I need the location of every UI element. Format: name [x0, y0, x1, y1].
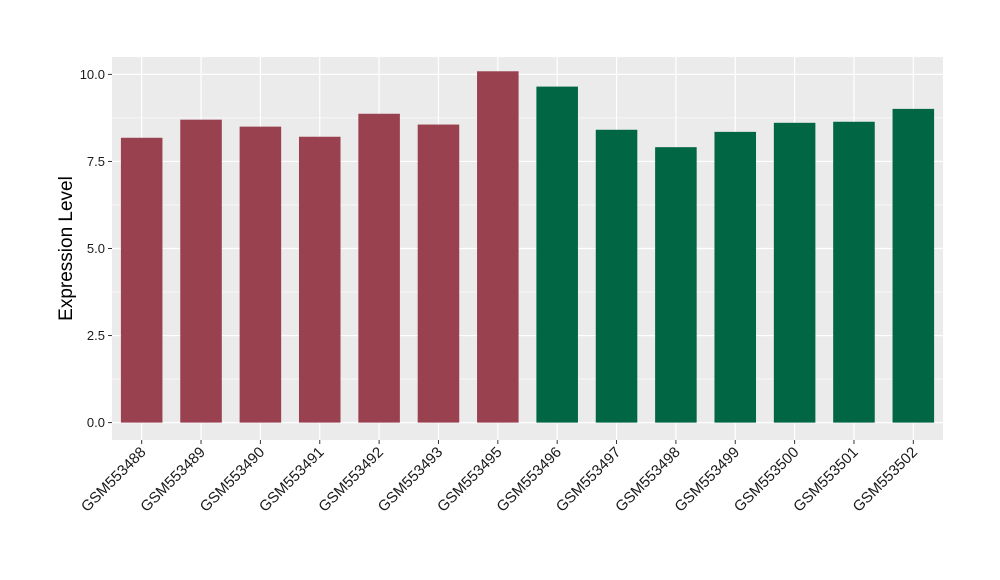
bar-GSM553490 — [239, 126, 282, 423]
bar-GSM553500 — [773, 122, 816, 423]
bar-GSM553497 — [595, 129, 638, 423]
y-tick-label: 0.0 — [87, 415, 105, 430]
bar-GSM553498 — [655, 147, 697, 423]
bar-GSM553493 — [417, 124, 460, 423]
bar-GSM553489 — [180, 119, 222, 423]
bar-GSM553488 — [120, 137, 163, 423]
bar-GSM553499 — [714, 131, 757, 423]
bar-GSM553501 — [833, 121, 875, 423]
bars — [120, 71, 935, 423]
y-tick-label: 10.0 — [80, 67, 105, 82]
bar-GSM553496 — [536, 86, 578, 423]
x-axis: GSM553488GSM553489GSM553490GSM553491GSM5… — [78, 440, 921, 515]
bar-GSM553502 — [892, 108, 935, 423]
y-tick-label: 2.5 — [87, 328, 105, 343]
y-axis: 0.0 2.5 5.0 7.5 10.0 — [80, 67, 112, 430]
bar-GSM553491 — [298, 136, 341, 423]
bar-GSM553495 — [477, 71, 519, 423]
y-tick-label: 7.5 — [87, 154, 105, 169]
y-axis-title: Expression Level — [56, 176, 77, 321]
bar-GSM553492 — [358, 113, 400, 423]
y-tick-label: 5.0 — [87, 241, 105, 256]
